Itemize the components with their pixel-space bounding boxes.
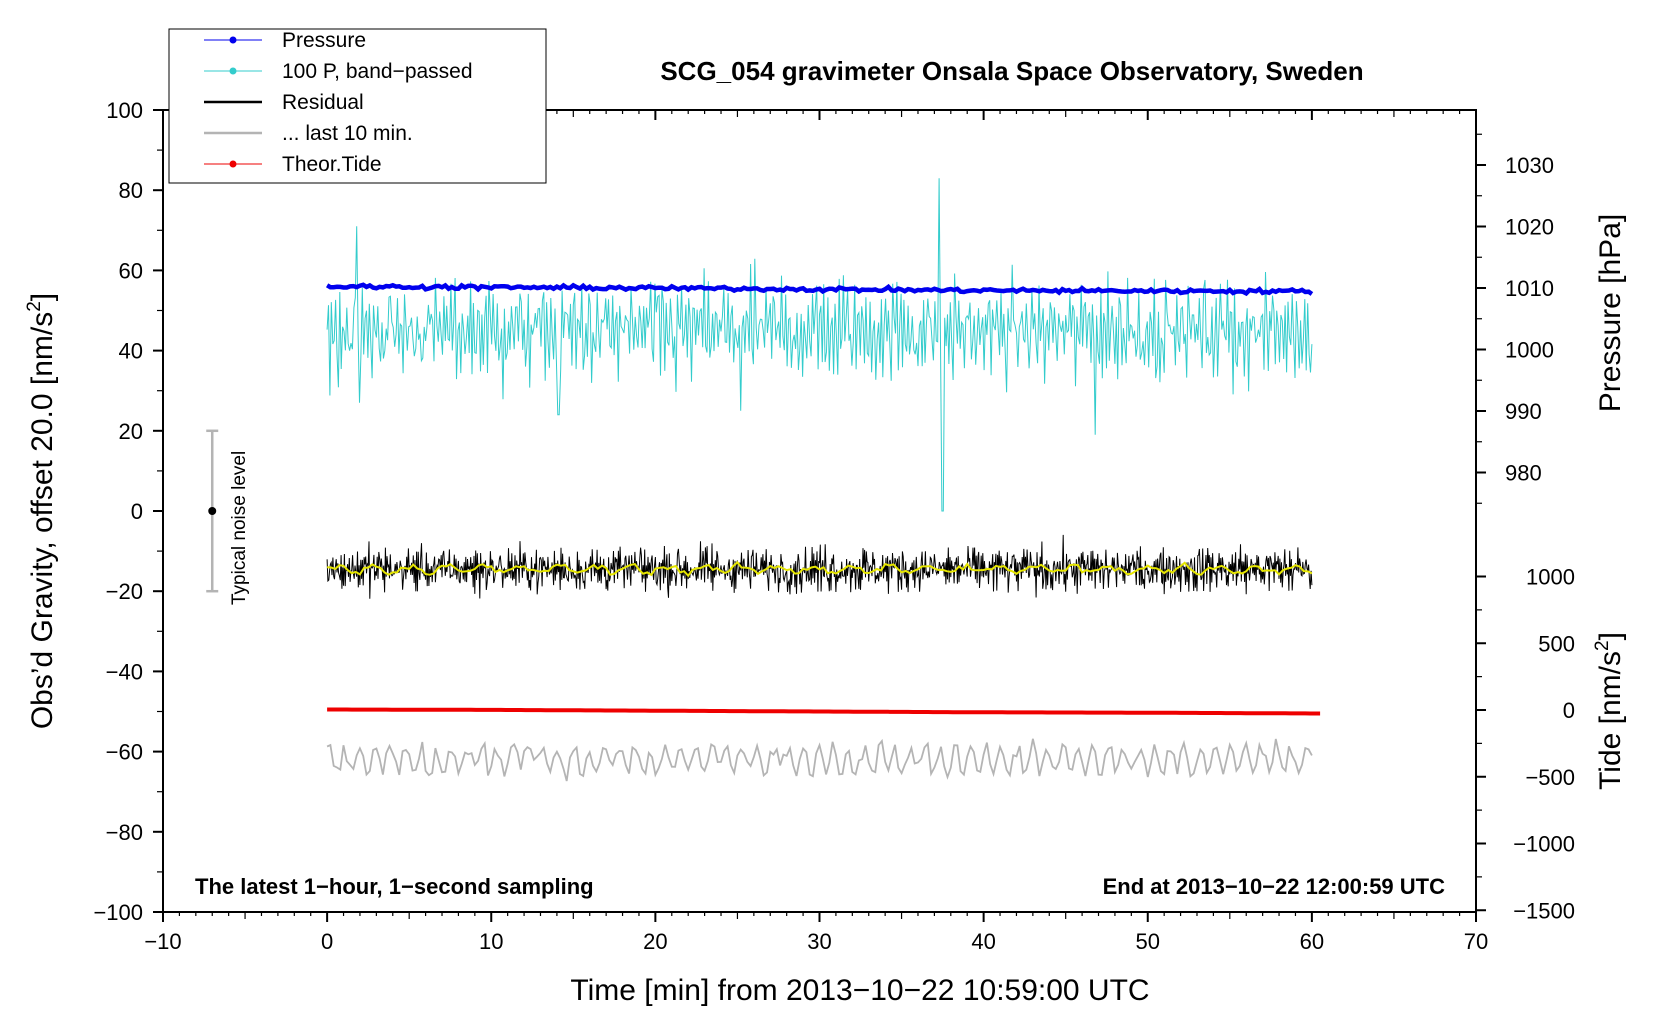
chart-title: SCG_054 gravimeter Onsala Space Observat…	[660, 56, 1363, 86]
axis-ticks	[153, 109, 1486, 922]
series-residual	[326, 534, 1313, 599]
legend-marker	[229, 67, 237, 75]
legend-label: Residual	[282, 91, 364, 114]
x-tick-label: 40	[971, 929, 995, 954]
tide-tick-label: −1000	[1513, 832, 1575, 857]
legend-marker	[229, 36, 237, 44]
pressure-tick-label: 1010	[1505, 276, 1554, 301]
legend-box	[168, 28, 547, 184]
series-residual-smoothed	[327, 560, 1313, 578]
y-axis-title-tide-sup: 2	[1592, 640, 1613, 651]
y-axis-title-left-end: ]	[26, 293, 59, 301]
annotation-sampling: The latest 1−hour, 1−second sampling	[195, 874, 594, 899]
x-tick-label: 70	[1464, 929, 1488, 954]
pressure-tick-label: 990	[1505, 399, 1542, 424]
series-last-10-min	[326, 738, 1313, 782]
series-pressure	[325, 282, 1314, 297]
legend-label: Theor.Tide	[282, 153, 382, 176]
x-axis-title: Time [min] from 2013−10−22 10:59:00 UTC	[570, 974, 1149, 1007]
y-tick-label: −40	[106, 659, 143, 684]
y-tick-label: −20	[106, 579, 143, 604]
y-axis-title-tide-end: ]	[1594, 632, 1627, 640]
y-tick-label: 80	[119, 178, 143, 203]
noise-bar-center	[208, 507, 217, 515]
x-tick-label: 20	[643, 929, 667, 954]
series-theor-tide	[327, 707, 1321, 716]
legend: Pressure 100 P, band−passed Residual ... la…	[168, 28, 547, 184]
pressure-tick-label: 1030	[1505, 153, 1554, 178]
y-tick-label: 40	[119, 339, 143, 364]
plot-frame	[162, 109, 1477, 913]
noise-level-indicator	[206, 429, 219, 593]
x-tick-label: 10	[479, 929, 503, 954]
y-axis-title-left-main: Obs’d Gravity, offset 20.0 [nm/s	[26, 312, 59, 729]
x-tick-label: 30	[807, 929, 831, 954]
y-axis-title-pressure: Pressure [hPa]	[1594, 214, 1627, 412]
tide-tick-label: −500	[1525, 765, 1575, 790]
y-axis-title-left: Obs’d Gravity, offset 20.0 [nm/s2]	[24, 293, 59, 729]
y-tick-label: 0	[131, 499, 143, 524]
tide-tick-label: −1500	[1513, 898, 1575, 923]
y-axis-title-left-sup: 2	[24, 301, 45, 312]
tide-tick-label: 500	[1538, 631, 1575, 656]
pressure-tick-label: 980	[1505, 461, 1542, 486]
x-tick-label: 0	[321, 929, 333, 954]
tide-tick-label: 0	[1563, 698, 1575, 723]
annotation-end-time: End at 2013−10−22 12:00:59 UTC	[1103, 874, 1446, 899]
legend-marker	[229, 160, 237, 168]
series-100p-band-passed	[326, 178, 1313, 512]
y-tick-label: −100	[93, 900, 143, 925]
legend-label: 100 P, band−passed	[282, 60, 473, 83]
legend-label: Pressure	[282, 29, 366, 52]
y-tick-label: −60	[106, 740, 143, 765]
pressure-tick-label: 1020	[1505, 215, 1554, 240]
axis-tick-labels: −10 0 10 20 30 40 50 60 70−100−80−60−40−20020406…	[93, 98, 1575, 954]
x-tick-label: 50	[1136, 929, 1160, 954]
y-axis-title-tide: Tide [nm/s2]	[1592, 632, 1627, 790]
x-tick-label: 60	[1300, 929, 1324, 954]
pressure-tick-label: 1000	[1505, 338, 1554, 363]
tide-tick-label: 1000	[1526, 565, 1575, 590]
x-tick-label: −10	[144, 929, 181, 954]
y-tick-label: 60	[119, 258, 143, 283]
y-tick-label: 20	[119, 419, 143, 444]
y-tick-label: −80	[106, 820, 143, 845]
series-layer	[325, 178, 1321, 782]
y-axis-title-tide-main: Tide [nm/s	[1594, 651, 1627, 790]
legend-label: ... last 10 min.	[282, 122, 413, 145]
y-tick-label: 100	[106, 98, 143, 123]
noise-level-label: Typical noise level	[229, 451, 250, 605]
